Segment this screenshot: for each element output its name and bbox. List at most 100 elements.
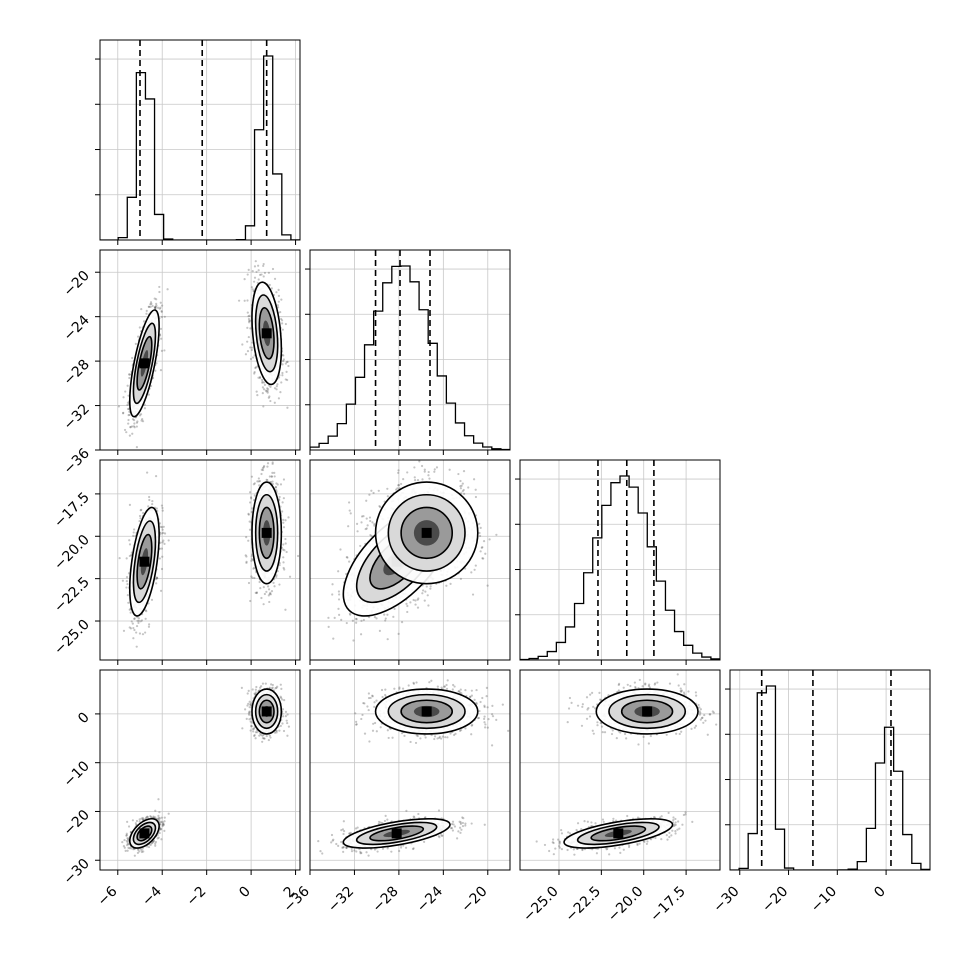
sample-point (155, 582, 158, 585)
sample-point (296, 554, 300, 558)
sample-point (250, 497, 253, 500)
sample-point (286, 406, 289, 409)
sample-point (155, 302, 158, 305)
sample-point (133, 528, 136, 531)
sample-point (257, 269, 260, 272)
sample-point (125, 576, 129, 579)
sample-point (392, 615, 395, 618)
sample-point (139, 517, 142, 520)
sample-point (266, 388, 270, 391)
sample-point (260, 378, 264, 381)
sample-point (247, 539, 250, 542)
sample-point (133, 422, 136, 425)
sample-point (261, 468, 265, 472)
sample-point (433, 468, 436, 471)
sample-point (339, 548, 342, 551)
sample-point (128, 413, 131, 417)
sample-point (127, 601, 130, 604)
sample-point (277, 288, 280, 291)
sample-point (128, 373, 131, 376)
sample-point (151, 500, 154, 503)
sample-point (127, 418, 130, 422)
sample-point (285, 360, 288, 364)
y-tick-label: −25.0 (51, 617, 93, 659)
sample-point (422, 589, 425, 592)
sample-point (359, 544, 362, 548)
sample-point (128, 539, 131, 542)
sample-point (156, 306, 160, 309)
sample-point (360, 619, 363, 622)
sample-point (254, 591, 257, 594)
sample-point (161, 541, 164, 544)
sample-point (139, 509, 142, 512)
sample-point (337, 570, 340, 573)
y-tick-label: −28 (61, 357, 93, 389)
sample-point (148, 495, 151, 499)
sample-point (252, 567, 255, 570)
sample-point (461, 482, 464, 485)
sample-point (378, 629, 381, 632)
sample-point (125, 586, 128, 589)
sample-point (277, 300, 280, 303)
sample-point (277, 294, 281, 297)
sample-point (281, 510, 284, 513)
sample-point (249, 599, 252, 603)
sample-point (273, 471, 276, 474)
sample-point (261, 386, 265, 389)
sample-point (122, 411, 125, 414)
sample-point (276, 383, 279, 386)
panel-0-0 (95, 39, 301, 245)
sample-point (266, 465, 269, 468)
sample-point (268, 592, 271, 596)
sample-point (158, 285, 161, 289)
sample-point (252, 483, 255, 486)
sample-point (140, 508, 143, 511)
sample-point (154, 306, 157, 309)
sample-point (160, 547, 163, 550)
sample-point (333, 616, 336, 619)
sample-point (248, 321, 251, 324)
sample-point (132, 626, 135, 630)
sample-point (445, 584, 448, 587)
sample-point (123, 428, 127, 432)
sample-point (247, 513, 250, 516)
sample-point (131, 622, 134, 625)
sample-point (257, 477, 260, 480)
sample-point (267, 594, 270, 597)
sample-point (481, 557, 484, 560)
sample-point (137, 617, 140, 620)
sample-point (249, 496, 253, 499)
sample-point (268, 395, 271, 398)
sample-point (426, 594, 429, 597)
sample-point (145, 312, 148, 315)
sample-point (253, 482, 256, 485)
sample-point (267, 396, 270, 399)
sample-point (397, 483, 401, 487)
sample-point (246, 273, 249, 276)
sample-point (416, 479, 420, 482)
sample-point (149, 303, 152, 306)
sample-point (250, 286, 254, 289)
sample-point (248, 491, 252, 494)
sample-point (150, 598, 154, 601)
y-tick-label: −17.5 (51, 489, 93, 531)
sample-point (282, 358, 285, 361)
sample-point (266, 478, 269, 482)
sample-point (266, 391, 269, 394)
sample-point (135, 446, 138, 449)
sample-point (260, 596, 263, 600)
sample-point (251, 288, 254, 291)
sample-point (270, 287, 273, 290)
sample-point (265, 390, 268, 393)
sample-point (260, 472, 263, 476)
sample-point (130, 620, 133, 623)
sample-point (266, 387, 269, 390)
sample-point (348, 560, 351, 563)
sample-point (281, 322, 284, 325)
sample-point (266, 389, 269, 393)
sample-point (128, 543, 132, 546)
sample-point (122, 396, 125, 399)
sample-point (162, 525, 165, 528)
sample-point (253, 566, 256, 569)
sample-point (281, 319, 284, 322)
